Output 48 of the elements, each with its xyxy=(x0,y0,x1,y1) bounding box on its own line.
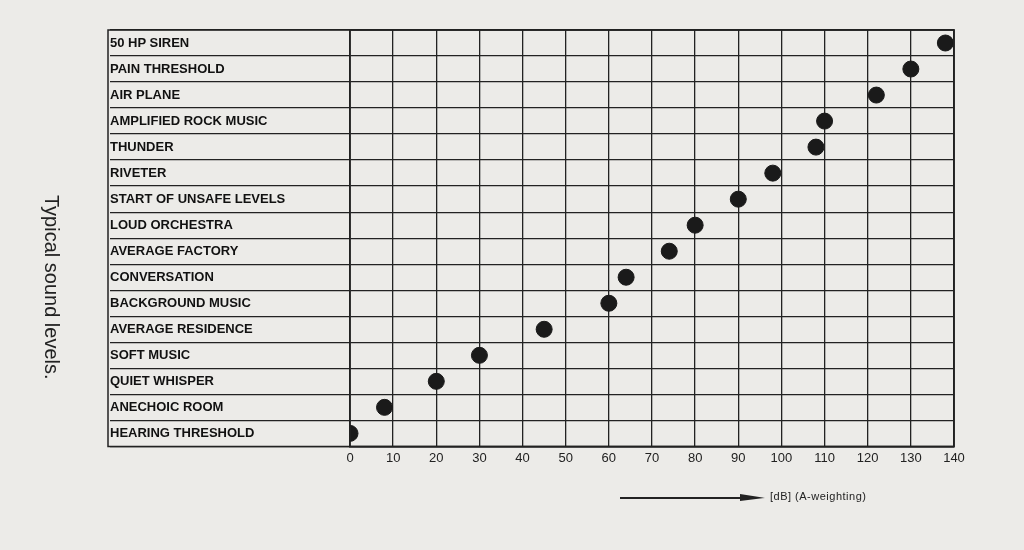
text: Typical sound levels. xyxy=(40,195,63,380)
point xyxy=(660,242,678,260)
x-axis-title: [dB] (A-weighting) xyxy=(770,490,867,502)
y-tick-label: START OF UNSAFE LEVELS xyxy=(110,190,286,206)
y-tick-label: ANECHOIC ROOM xyxy=(110,398,224,414)
y-tick-label: THUNDER xyxy=(110,138,175,154)
x-tick-label: 20 xyxy=(429,449,444,465)
y-tick-label: HEARING THRESHOLD xyxy=(110,424,255,440)
y-tick-label: AIR PLANE xyxy=(110,86,181,102)
point xyxy=(600,294,618,312)
x-tick-label: 100 xyxy=(770,449,793,465)
y-tick-label: RIVETER xyxy=(110,164,167,180)
x-tick-label: 80 xyxy=(687,449,703,465)
y-tick-label: LOUD ORCHESTRA xyxy=(110,216,234,232)
x-tick-label: 10 xyxy=(385,449,401,465)
x-tick-label: 120 xyxy=(856,449,879,465)
point xyxy=(376,398,394,416)
x-tick-label: 30 xyxy=(472,449,487,465)
point xyxy=(470,346,488,364)
x-tick-label: 140 xyxy=(943,449,965,465)
point xyxy=(816,112,834,130)
y-tick-label: CONVERSATION xyxy=(110,268,214,284)
y-tick-label: 50 HP SIREN xyxy=(110,34,190,50)
x-tick-label: 70 xyxy=(644,449,660,465)
point xyxy=(535,320,553,338)
y-tick-label: BACKGROUND MUSIC xyxy=(110,294,252,310)
y-tick-label: SOFT MUSIC xyxy=(110,346,191,362)
y-tick-label: AVERAGE RESIDENCE xyxy=(110,320,254,336)
point xyxy=(427,372,445,390)
x-tick-label: 90 xyxy=(731,449,746,465)
point xyxy=(936,34,954,52)
x-tick-label: 130 xyxy=(900,449,922,465)
x-tick-label: 110 xyxy=(814,449,835,465)
x-tick-label: 60 xyxy=(601,449,617,465)
x-tick-label: 40 xyxy=(515,449,530,465)
y-tick-label: PAIN THRESHOLD xyxy=(110,60,225,76)
point xyxy=(764,164,782,182)
y-tick-label: AMPLIFIED ROCK MUSIC xyxy=(110,112,269,128)
point xyxy=(686,216,704,234)
x-tick-label: 0 xyxy=(346,449,354,465)
point xyxy=(617,268,635,286)
point xyxy=(807,138,825,156)
point xyxy=(867,86,885,104)
point xyxy=(729,190,747,208)
x-tick-label: 50 xyxy=(558,449,573,465)
y-tick-label: QUIET WHISPER xyxy=(110,372,215,388)
y-tick-label: AVERAGE FACTORY xyxy=(110,242,239,258)
point xyxy=(902,60,920,78)
